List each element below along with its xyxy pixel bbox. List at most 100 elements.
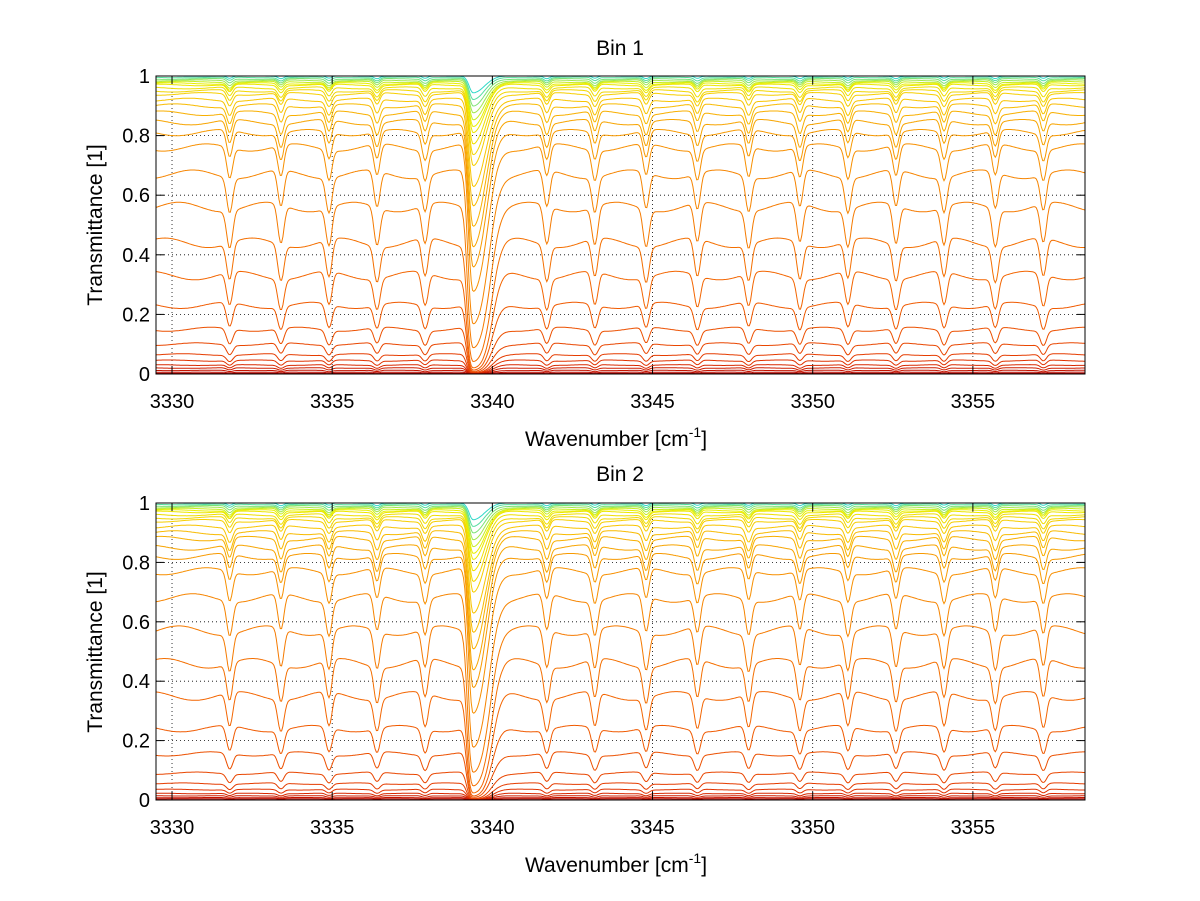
axes-background — [156, 76, 1085, 374]
plot-area: 3330 3335 3340 3345 3350 3355 0 0.2 0.4 0.6 0.8 1 — [122, 493, 1086, 839]
y-tick-label: 0.2 — [122, 304, 150, 326]
series-line — [155, 505, 1085, 534]
series-line — [155, 237, 1085, 363]
series-line — [156, 369, 1085, 375]
series-line — [155, 593, 1086, 748]
axes-frame — [155, 502, 1086, 801]
series-line — [155, 524, 1086, 614]
y-tick-label: 0.2 — [122, 731, 150, 753]
series-line — [156, 359, 1085, 374]
series-line — [155, 544, 1086, 671]
series-line — [155, 103, 1086, 207]
x-tick-label: 3330 — [150, 817, 195, 839]
series-line — [156, 795, 1085, 801]
series-line — [156, 507, 1086, 548]
series-line — [155, 782, 1085, 800]
series-line — [156, 506, 1086, 541]
chart-title: Bin 2 — [596, 463, 644, 486]
series-line — [155, 553, 1086, 689]
series-line — [155, 169, 1086, 325]
series-line — [155, 657, 1086, 787]
y-tick-label: 0.8 — [122, 126, 150, 148]
x-tick-label: 3345 — [630, 817, 675, 839]
series-line — [156, 78, 1085, 107]
x-tick-label: 3345 — [630, 391, 675, 413]
y-axis-label: Transmittance [1] — [84, 144, 107, 305]
series-line — [155, 301, 1086, 371]
series-line — [155, 270, 1086, 369]
x-tick-label: 3350 — [790, 391, 835, 413]
series-line — [155, 530, 1086, 633]
chart-panel-bin-1: Bin 1 3330 3335 3340 3345 3350 3355 0 0.2 0.4 0.6… — [84, 37, 1086, 451]
x-tick-label: 3355 — [951, 817, 996, 839]
x-tick-label: 3350 — [790, 817, 835, 839]
series-line — [156, 510, 1086, 560]
series-line — [156, 792, 1085, 801]
y-tick-label: 1 — [139, 66, 150, 88]
x-tick-label: 3340 — [470, 391, 515, 413]
axes-frame — [155, 75, 1086, 375]
x-axis-label-suffix: ] — [701, 428, 707, 451]
x-tick-label: 3355 — [951, 391, 996, 413]
series-line — [155, 751, 1086, 798]
series-line — [155, 82, 1085, 128]
series-line — [156, 371, 1085, 375]
x-tick-label: 3335 — [310, 391, 355, 413]
series-line — [155, 342, 1086, 373]
x-axis-label-suffix: ] — [701, 854, 707, 877]
series-line — [156, 76, 1085, 101]
x-axis-label: Wavenumber [cm-1] — [525, 424, 707, 451]
plot-area: 3330 3335 3340 3345 3350 3355 0 0.2 0.4 0.6 0.8 1 — [122, 66, 1086, 413]
series-line — [155, 625, 1086, 773]
series-line — [155, 89, 1085, 156]
y-tick-label: 0.4 — [122, 245, 150, 267]
series-line — [155, 97, 1086, 188]
x-axis-label: Wavenumber [cm-1] — [525, 850, 707, 877]
series-line — [155, 353, 1086, 374]
series-line — [156, 364, 1086, 374]
series-line — [155, 201, 1086, 349]
series-line — [155, 119, 1086, 248]
series-line — [156, 367, 1085, 375]
series-line — [156, 788, 1086, 800]
series-line — [156, 797, 1085, 801]
series-line — [155, 516, 1086, 582]
series-line — [155, 86, 1086, 145]
x-tick-label: 3335 — [310, 817, 355, 839]
series-line — [156, 519, 1086, 593]
series-line — [155, 509, 1085, 554]
y-tick-label: 0.6 — [122, 185, 150, 207]
series-line — [155, 326, 1086, 372]
series-line — [155, 567, 1086, 714]
series-line — [156, 83, 1085, 134]
y-tick-label: 0 — [139, 790, 150, 812]
series-line — [155, 143, 1086, 293]
series-line — [155, 80, 1086, 121]
y-axis-label: Transmittance [1] — [84, 571, 107, 732]
x-axis-label-superscript: -1 — [689, 424, 702, 440]
series-line — [156, 79, 1085, 114]
x-tick-label: 3340 — [470, 817, 515, 839]
series-line — [155, 535, 1086, 650]
series-line — [155, 513, 1086, 572]
x-axis-label-superscript: -1 — [689, 850, 702, 866]
y-tick-label: 0 — [139, 364, 150, 386]
series-line — [156, 372, 1085, 375]
x-tick-label: 3330 — [150, 391, 195, 413]
series-line — [156, 92, 1085, 167]
y-tick-label: 0.4 — [122, 671, 150, 693]
series-line — [155, 110, 1085, 227]
x-axis-label-main: Wavenumber [cm — [525, 854, 689, 877]
series-line — [156, 503, 1085, 527]
y-tick-label: 0.8 — [122, 552, 150, 574]
series-line — [156, 798, 1085, 801]
y-tick-label: 1 — [139, 493, 150, 515]
axes-background — [156, 503, 1085, 800]
y-tick-label: 0.6 — [122, 612, 150, 634]
series-line — [156, 771, 1086, 800]
series-line — [155, 691, 1086, 794]
series-line — [155, 724, 1086, 797]
chart-panel-bin-2: Bin 2 3330 3335 3340 3345 3350 3355 0 0.2 0.4 0.6… — [84, 463, 1086, 877]
chart-title: Bin 1 — [596, 37, 644, 60]
